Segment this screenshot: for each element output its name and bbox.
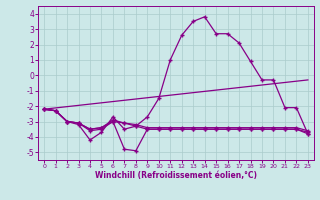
X-axis label: Windchill (Refroidissement éolien,°C): Windchill (Refroidissement éolien,°C) [95,171,257,180]
